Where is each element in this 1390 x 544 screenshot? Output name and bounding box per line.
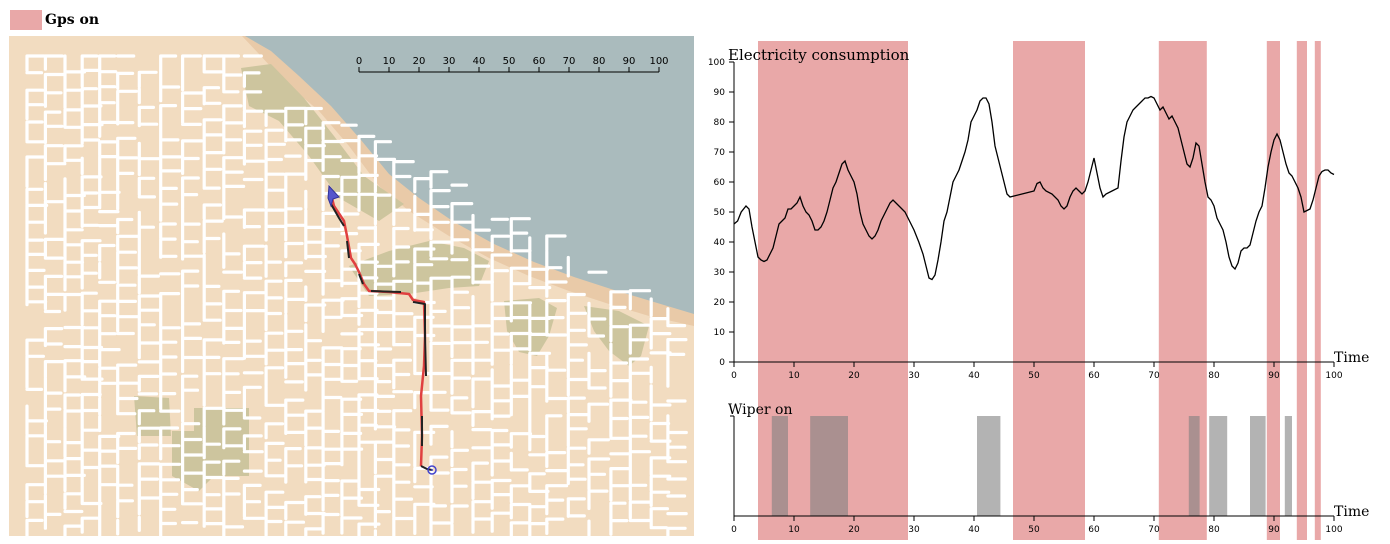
- wiper-on-bar: [1284, 416, 1292, 516]
- electricity-y-tick-label: 80: [714, 118, 726, 128]
- wiper-axes: 0 10 20 30 40 50 60 70 80 90 100: [730, 415, 1343, 535]
- map-streets: [25, 54, 688, 536]
- scale-bar-label: 0: [356, 56, 362, 67]
- scale-bar-label: 10: [383, 56, 396, 67]
- gps-on-band: [1266, 41, 1280, 540]
- wiper-x-tick-label: 40: [968, 525, 980, 535]
- map-scale-bar: 0 10 20 30 40 50 60 70 80 90 100: [356, 56, 669, 73]
- charts-canvas: Electricity consumption 0 10 20 30 40 50 60 70 8…: [708, 41, 1370, 540]
- map-road-network: [25, 54, 688, 536]
- wiper-on-bar: [1188, 416, 1200, 516]
- map-view[interactable]: 0 10 20 30 40 50 60 70 80 90 100: [9, 36, 694, 536]
- legend: Gps on: [10, 10, 99, 30]
- wiper-x-tick-label: 20: [848, 525, 860, 535]
- wiper-on-bar: [977, 416, 1001, 516]
- electricity-y-tick-label: 10: [714, 328, 726, 338]
- electricity-x-tick-label: 10: [788, 371, 800, 381]
- legend-label: Gps on: [45, 12, 100, 28]
- electricity-axes: 0 10 20 30 40 50 60 70 80 90 100 0 10 20 30 40 50 60 70 80 9…: [708, 58, 1343, 381]
- electricity-x-tick-label: 60: [1088, 371, 1100, 381]
- electricity-y-tick-label: 0: [719, 358, 725, 368]
- electricity-x-tick-label: 30: [908, 371, 920, 381]
- electricity-x-tick-label: 80: [1208, 371, 1220, 381]
- wiper-on-bar: [1209, 416, 1228, 516]
- map-canvas[interactable]: 0 10 20 30 40 50 60 70 80 90 100: [9, 36, 694, 536]
- wiper-chart-title: Wiper on: [728, 402, 792, 418]
- charts-panel: Electricity consumption 0 10 20 30 40 50 60 70 8…: [700, 36, 1390, 540]
- electricity-chart: Electricity consumption 0 10 20 30 40 50 60 70 8…: [708, 46, 1370, 381]
- electricity-x-tick-label: 90: [1268, 371, 1280, 381]
- electricity-y-tick-label: 40: [714, 238, 726, 248]
- electricity-x-tick-label: 20: [848, 371, 860, 381]
- electricity-series-line: [733, 95, 1335, 281]
- wiper-x-tick-label: 90: [1268, 525, 1280, 535]
- electricity-y-tick-label: 100: [708, 58, 725, 68]
- electricity-x-tick-label: 100: [1325, 371, 1342, 381]
- legend-swatch: [10, 10, 42, 30]
- electricity-y-tick-label: 60: [714, 178, 726, 188]
- route-start-marker: [327, 184, 340, 208]
- wiper-bars: [771, 416, 1292, 516]
- wiper-x-tick-label: 10: [788, 525, 800, 535]
- scale-bar-label: 100: [649, 56, 668, 67]
- electricity-y-tick-label: 50: [714, 208, 726, 218]
- route-end-marker: [427, 465, 437, 475]
- wiper-x-axis-label: Time: [1334, 504, 1369, 520]
- wiper-x-tick-label: 50: [1028, 525, 1040, 535]
- wiper-x-tick-label: 100: [1325, 525, 1342, 535]
- electricity-y-tick-label: 90: [714, 88, 726, 98]
- route-gps-off: [330, 194, 433, 471]
- scale-bar-label: 70: [563, 56, 576, 67]
- electricity-chart-title: Electricity consumption: [728, 46, 910, 64]
- electricity-y-tick-label: 30: [714, 268, 726, 278]
- scale-bar-label: 30: [443, 56, 456, 67]
- gps-on-band: [1296, 41, 1307, 540]
- wiper-x-tick-label: 0: [731, 525, 737, 535]
- wiper-chart: Wiper on 0 10 20 30 40 50 60 70 80 90 100 Time: [728, 402, 1369, 535]
- scale-bar-label: 90: [623, 56, 636, 67]
- electricity-y-tick-label: 20: [714, 298, 726, 308]
- wiper-on-bar: [810, 416, 848, 516]
- gps-on-band: [1314, 41, 1321, 540]
- electricity-x-tick-label: 40: [968, 371, 980, 381]
- electricity-x-tick-label: 0: [731, 371, 737, 381]
- gps-on-band: [1158, 41, 1207, 540]
- wiper-x-tick-label: 60: [1088, 525, 1100, 535]
- electricity-x-tick-label: 70: [1148, 371, 1160, 381]
- scale-bar-label: 60: [533, 56, 546, 67]
- wiper-on-bar: [1250, 416, 1266, 516]
- electricity-y-tick-label: 70: [714, 148, 726, 158]
- electricity-x-tick-label: 50: [1028, 371, 1040, 381]
- electricity-x-axis-label: Time: [1334, 350, 1369, 366]
- wiper-x-tick-label: 70: [1148, 525, 1160, 535]
- scale-bar-label: 50: [503, 56, 516, 67]
- map-water: [245, 36, 694, 314]
- scale-bar-label: 20: [413, 56, 426, 67]
- wiper-x-tick-label: 80: [1208, 525, 1220, 535]
- gps-on-band: [1013, 41, 1085, 540]
- wiper-on-bar: [771, 416, 788, 516]
- scale-bar-label: 80: [593, 56, 606, 67]
- route-end-marker-dot: [431, 469, 433, 471]
- wiper-x-tick-label: 30: [908, 525, 920, 535]
- scale-bar-label: 40: [473, 56, 486, 67]
